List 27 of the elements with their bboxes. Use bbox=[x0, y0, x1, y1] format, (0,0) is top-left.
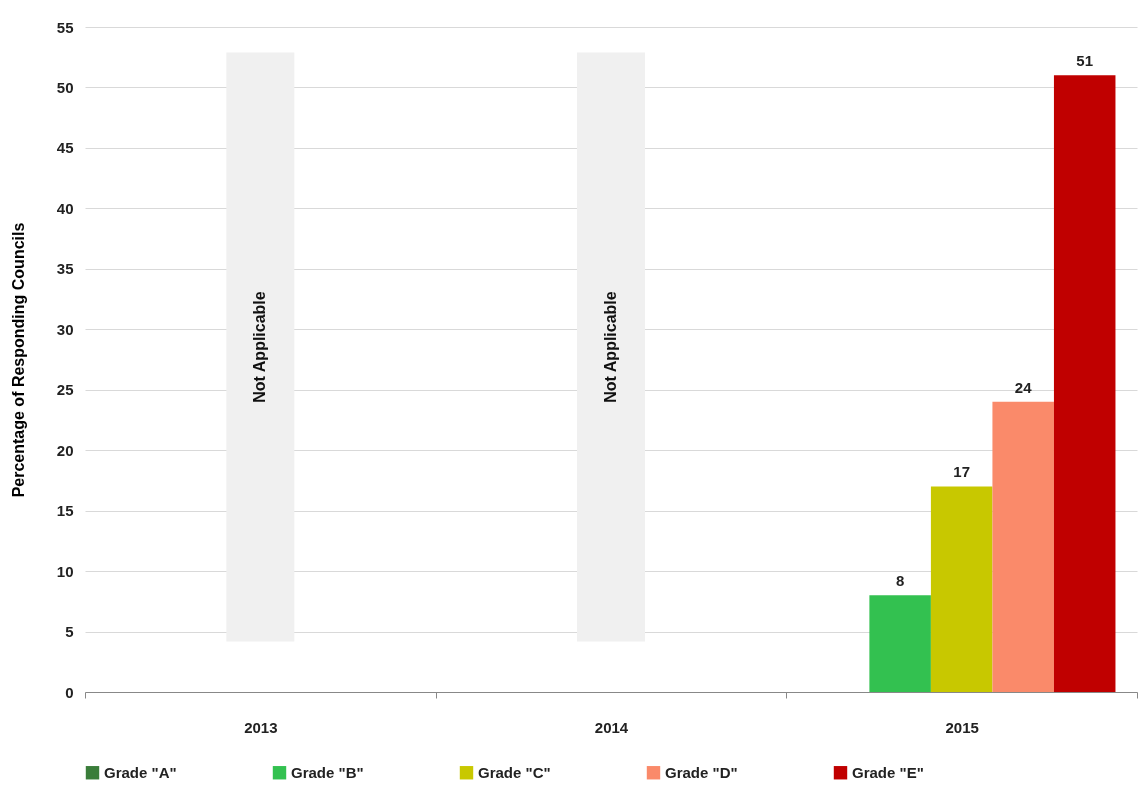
y-tick-label: 10 bbox=[56, 562, 74, 580]
y-tick-label: 50 bbox=[56, 78, 74, 96]
y-tick-label: 55 bbox=[56, 18, 74, 36]
y-tick-label: 40 bbox=[56, 199, 74, 217]
y-tick-label: 30 bbox=[56, 320, 74, 338]
legend-label: Grade "B" bbox=[291, 763, 364, 781]
y-tick-label: 0 bbox=[65, 683, 74, 701]
y-tick-label: 15 bbox=[56, 502, 74, 520]
x-tick-label: 2013 bbox=[244, 718, 278, 736]
legend-label: Grade "E" bbox=[852, 763, 924, 781]
data-label: 51 bbox=[1076, 52, 1094, 70]
legend-label: Grade "D" bbox=[665, 763, 738, 781]
y-tick-label: 45 bbox=[56, 139, 74, 157]
y-tick-label: 35 bbox=[56, 260, 74, 278]
band-label: Not Applicable bbox=[251, 291, 269, 403]
legend-label: Grade "C" bbox=[478, 763, 551, 781]
data-label: 24 bbox=[1014, 378, 1033, 396]
x-tick-label: 2014 bbox=[594, 718, 629, 736]
legend-label: Grade "A" bbox=[104, 763, 177, 781]
y-axis-title: Percentage of Responding Councils bbox=[9, 222, 27, 498]
y-tick-label: 5 bbox=[65, 623, 74, 641]
data-label: 8 bbox=[895, 572, 905, 590]
band-label: Not Applicable bbox=[602, 291, 619, 403]
y-tick-label: 25 bbox=[56, 381, 74, 399]
x-tick-label: 2015 bbox=[945, 718, 979, 736]
y-tick-label: 20 bbox=[56, 441, 74, 459]
data-label: 17 bbox=[953, 463, 971, 481]
